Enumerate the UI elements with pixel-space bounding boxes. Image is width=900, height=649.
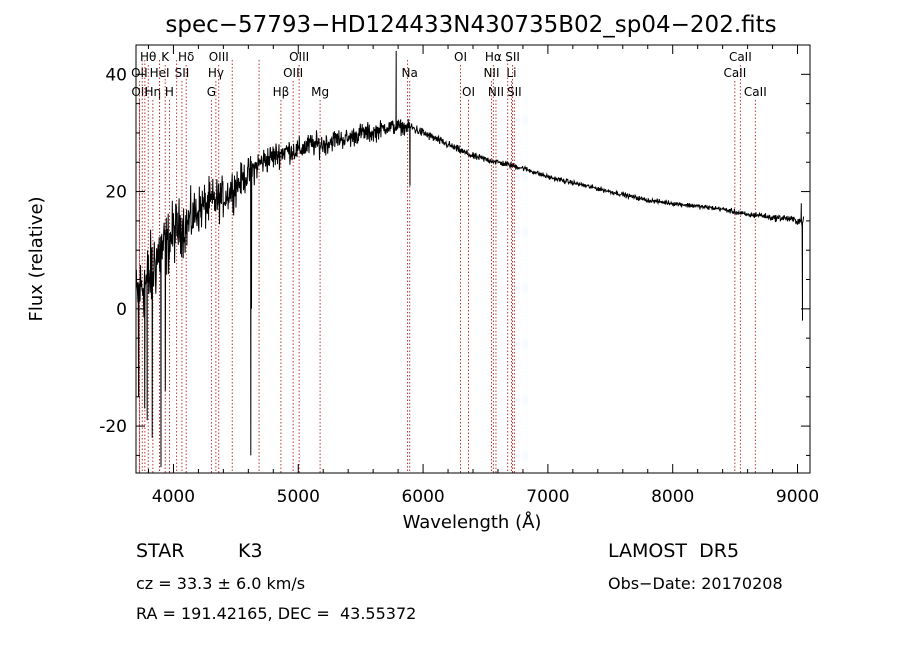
line-marker-label: Li	[506, 66, 516, 80]
line-marker-label: Hη	[145, 85, 162, 99]
spectrum-series	[135, 50, 805, 468]
x-tick-label: 4000	[152, 487, 195, 507]
coordinates-readout: RA = 191.42165, DEC = 43.55372	[136, 604, 417, 623]
object-class: STAR	[136, 540, 185, 562]
line-marker-label: CaII	[729, 50, 752, 64]
line-marker-label: K	[161, 50, 170, 64]
line-marker-label: SII	[505, 50, 520, 64]
redshift-readout: cz = 33.3 ± 6.0 km/s	[136, 574, 306, 593]
line-marker-label: G	[207, 85, 216, 99]
line-marker-label: OIII	[209, 50, 229, 64]
line-marker-label: Na	[402, 66, 418, 80]
line-marker-label: Hβ	[273, 85, 290, 99]
x-axis: 4000 5000 6000 7000 8000 9000	[147, 45, 819, 507]
y-tick-label: 0	[116, 300, 127, 320]
y-axis: -20 0 20 40	[99, 44, 810, 456]
spectrum-line	[135, 50, 805, 468]
plot-frame	[135, 44, 811, 474]
y-tick-label: 40	[105, 65, 127, 85]
x-tick-label: 6000	[401, 487, 444, 507]
line-marker-label: OII	[131, 85, 148, 99]
x-tick-label: 5000	[277, 487, 320, 507]
x-axis-label: Wavelength (Å)	[403, 511, 542, 533]
line-marker-label: SII	[507, 85, 522, 99]
line-marker-label: Hγ	[208, 66, 224, 80]
y-tick-label: -20	[99, 417, 127, 437]
line-marker-label: NII	[483, 66, 499, 80]
line-marker-label: OII	[131, 66, 148, 80]
x-tick-label: 9000	[776, 487, 819, 507]
line-marker-label: OI	[454, 50, 467, 64]
obs-date: Obs−Date: 20170208	[608, 574, 783, 593]
y-axis-label: Flux (relative)	[26, 196, 47, 321]
line-marker-label: Mg	[311, 85, 329, 99]
line-marker-label: OI	[462, 85, 475, 99]
line-marker-label: Hα	[485, 50, 502, 64]
x-tick-label: 7000	[526, 487, 569, 507]
line-marker-label: NII	[488, 85, 504, 99]
line-marker-label: CaII	[723, 66, 746, 80]
line-marker-label: CaII	[744, 85, 767, 99]
chart-title: spec−57793−HD124433N430735B02_sp04−202.f…	[165, 12, 776, 38]
line-marker-label: OIII	[289, 50, 309, 64]
line-marker-label: Hδ	[178, 50, 194, 64]
line-marker-label: Hθ	[140, 50, 156, 64]
line-marker-label: H	[165, 85, 174, 99]
line-marker-label: OIII	[283, 66, 303, 80]
object-subclass: K3	[238, 540, 263, 562]
survey-name: LAMOST DR5	[608, 540, 740, 562]
line-marker-label: SII	[175, 66, 190, 80]
y-tick-label: 20	[105, 183, 127, 203]
line-marker-label: HeI	[150, 66, 170, 80]
x-tick-label: 8000	[651, 487, 694, 507]
